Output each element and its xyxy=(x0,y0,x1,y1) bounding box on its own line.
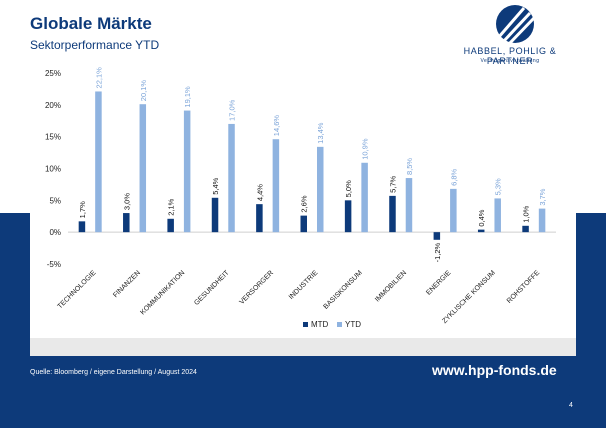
data-label-ytd: 3,7% xyxy=(538,188,547,205)
bar-ytd xyxy=(317,146,324,233)
data-label-mtd: 3,0% xyxy=(122,193,131,210)
data-label-mtd: 0,4% xyxy=(477,209,486,226)
bar-ytd xyxy=(405,178,413,233)
legend-label-mtd: MTD xyxy=(311,320,329,329)
page-title: Globale Märkte xyxy=(30,14,152,33)
data-label-ytd: 22,1% xyxy=(94,67,103,89)
data-label-ytd: 19,1% xyxy=(183,86,192,108)
data-label-mtd: 2,6% xyxy=(300,195,309,212)
data-label-mtd: 1,0% xyxy=(522,205,531,222)
data-label-ytd: 17,0% xyxy=(228,99,237,121)
y-tick-label: -5% xyxy=(47,260,61,269)
bar-mtd xyxy=(522,225,529,233)
legend-label-ytd: YTD xyxy=(345,320,361,329)
bar-ytd xyxy=(361,162,368,233)
category-label: ZYKLISCHE KONSUM xyxy=(441,269,497,325)
bar-mtd xyxy=(256,204,263,233)
bar-ytd xyxy=(272,139,280,233)
bar-mtd xyxy=(78,221,86,233)
category-label: IMMOBILIEN xyxy=(374,269,408,303)
bar-mtd xyxy=(389,195,396,233)
bar-ytd xyxy=(95,91,102,233)
category-label: VERSORGER xyxy=(238,269,275,306)
data-label-mtd: -1,2% xyxy=(433,242,442,262)
data-label-mtd: 4,4% xyxy=(255,184,264,201)
legend-swatch-ytd xyxy=(337,322,342,327)
data-label-mtd: 5,4% xyxy=(211,177,220,194)
company-logo: HABBEL, POHLIG & PARTNER Vermögensverwal… xyxy=(440,4,580,66)
data-label-mtd: 2,1% xyxy=(167,198,176,215)
bar-mtd xyxy=(167,218,174,233)
bar-ytd xyxy=(228,123,235,233)
bar-mtd xyxy=(433,232,441,240)
y-tick-label: 0% xyxy=(49,228,61,237)
y-tick-label: 10% xyxy=(45,165,61,174)
data-label-ytd: 8,5% xyxy=(405,158,414,175)
bar-ytd xyxy=(183,110,191,233)
category-label: KOMMUNIKATION xyxy=(139,269,186,316)
legend-swatch-mtd xyxy=(303,322,308,327)
data-label-mtd: 5,7% xyxy=(388,175,397,192)
bar-ytd xyxy=(450,188,457,233)
bar-mtd xyxy=(477,229,485,233)
chart-footer-strip xyxy=(30,338,576,356)
category-label: ROHSTOFFE xyxy=(506,269,542,305)
data-label-ytd: 14,6% xyxy=(272,115,281,137)
data-label-ytd: 5,3% xyxy=(494,178,503,195)
y-tick-label: 20% xyxy=(45,101,61,110)
y-tick-label: 15% xyxy=(45,133,61,142)
page-subtitle: Sektorperformance YTD xyxy=(30,38,160,52)
category-label: TECHNOLOGIE xyxy=(57,269,98,310)
data-label-ytd: 6,8% xyxy=(449,168,458,185)
website-link[interactable]: www.hpp-fonds.de xyxy=(432,362,557,378)
logo-tagline: Vermögensverwaltung xyxy=(480,58,540,64)
bar-mtd xyxy=(344,200,352,233)
category-label: INDUSTRIE xyxy=(288,269,320,301)
data-label-ytd: 10,9% xyxy=(361,138,370,160)
bar-mtd xyxy=(123,213,130,233)
chart-panel xyxy=(30,66,576,356)
bar-ytd xyxy=(494,198,501,233)
category-label: ENERGIE xyxy=(425,269,452,296)
category-label: GESUNDHEIT xyxy=(193,269,231,307)
data-label-mtd: 5,0% xyxy=(344,180,353,197)
bar-mtd xyxy=(211,197,219,233)
y-tick-label: 25% xyxy=(45,69,61,78)
data-label-ytd: 13,4% xyxy=(316,122,325,144)
category-label: FINANZEN xyxy=(112,269,142,299)
bar-ytd xyxy=(538,208,546,233)
page-number: 4 xyxy=(569,402,573,409)
data-label-ytd: 20,1% xyxy=(139,80,148,102)
y-tick-label: 5% xyxy=(49,196,61,205)
category-label: BASISKONSUM xyxy=(323,269,364,310)
source-note: Quelle: Bloomberg / eigene Darstellung /… xyxy=(30,369,197,376)
data-label-mtd: 1,7% xyxy=(78,201,87,218)
logo-name: HABBEL, POHLIG & PARTNER xyxy=(463,46,557,66)
logo-emblem-icon xyxy=(496,5,536,46)
bar-mtd xyxy=(300,215,307,233)
bar-ytd xyxy=(139,104,147,233)
